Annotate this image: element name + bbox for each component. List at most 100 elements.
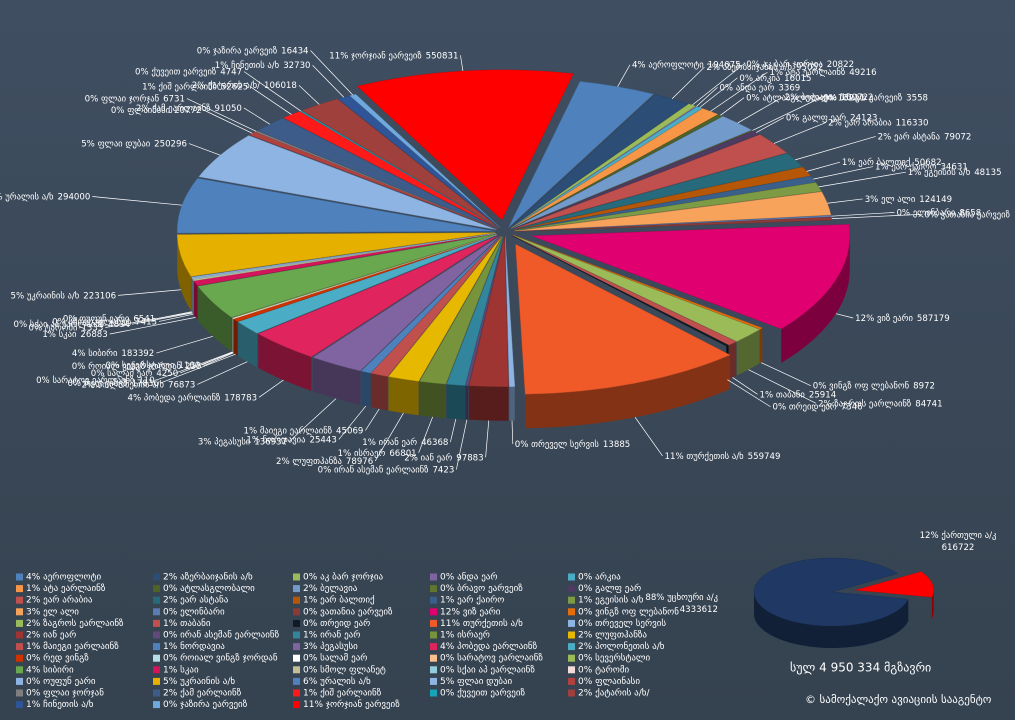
slice (512, 116, 753, 229)
leader-line (737, 96, 783, 124)
slice (312, 235, 500, 372)
slice-value: 16285 (1014, 210, 1015, 220)
legend-label: 2% აზერბაიჯანის ა/ხ (163, 572, 253, 583)
data-label: 4% აეროფლოტი 194675 (632, 59, 741, 70)
slice-label: 1% ირან ეარ (362, 437, 417, 448)
slice-label: 0% როიალ ვინგზ ჯორდან (72, 360, 182, 371)
slice (855, 571, 934, 598)
slice-value: 6541 (133, 314, 155, 324)
legend-swatch (153, 631, 160, 639)
leader-line (756, 117, 785, 133)
legend-label: 3% პეგასუსი (303, 641, 358, 652)
slice-side (177, 234, 191, 311)
slice-value: 4333612 (680, 605, 718, 615)
data-label: 11% ჯორჯიან ეარვეიზ 550831 (329, 50, 458, 61)
slice-value: 25443 (309, 435, 336, 445)
slice-label: 2% ქამ ეარლაინზ (136, 102, 211, 113)
slice-value: 100722 (841, 93, 874, 103)
slice-value: 97883 (456, 453, 483, 463)
slice-value: 294000 (58, 192, 91, 202)
slice-label: 0% ქუვეით ეარვეიზ (135, 66, 216, 77)
slice (531, 224, 850, 330)
slice-label: 4% პობედა ეარლაინზ (128, 392, 221, 403)
leader-line (720, 97, 745, 116)
legend-swatch (568, 596, 575, 604)
legend-swatch (16, 643, 23, 651)
slice-label: 0% თრეველ სერვის (515, 439, 600, 450)
legend-label: 0% სევერსტალი (578, 653, 651, 664)
legend-swatch (153, 596, 160, 604)
slice-side (728, 341, 737, 380)
slice-label: 1% ეარ ბალთიქ (842, 157, 910, 168)
slice-value: 79072 (944, 132, 971, 142)
legend-swatch (293, 654, 300, 662)
slice-label: 0% რედ ვინგზ (67, 377, 127, 388)
legend-label: 5% ფლაი დუბაი (440, 676, 513, 687)
leader-line (338, 405, 367, 440)
legend-swatch (293, 608, 300, 616)
data-label: 2% ლუფთჰანზა 78976 (276, 455, 373, 466)
slice (512, 234, 763, 330)
legend-swatch (153, 677, 160, 685)
legend-label: 0% ბრავო ეარვეიზ (440, 583, 523, 594)
leader-line (835, 313, 854, 319)
data-label: 0% აკ ბარ ჯორჯია 20822 (746, 58, 854, 69)
slice-label: 0% აკ ბარ ჯორჯია (746, 58, 822, 69)
slice-label: 0% ელინბარი (896, 207, 955, 218)
slice-label: 1% მაიეგი ეარლაინზ (244, 425, 333, 436)
leader-line (699, 77, 738, 108)
data-label: 4% სიბირი 183392 (72, 348, 154, 359)
legend-label: 11% თურქეთის ა/ხ (440, 618, 523, 629)
legend-swatch (568, 585, 575, 593)
legend-swatch (293, 631, 300, 639)
legend-swatch (430, 631, 437, 639)
slice-value: 52625 (221, 82, 248, 92)
legend-swatch (430, 585, 437, 593)
slice-value: 13885 (603, 440, 630, 450)
slice-value: 8658 (959, 208, 981, 218)
slice-label: 0% გალფ ეარ (786, 112, 846, 123)
legend-label: 0% სარატოვ ეარლაინზ (440, 653, 543, 664)
data-label: 2% ეარ არაბია 116330 (828, 117, 928, 128)
slice-label: 0% სევერსტალი (105, 359, 174, 370)
leader-line (258, 379, 284, 398)
legend-swatch (16, 701, 23, 709)
slice-label: 2% ლუფთჰანზა (276, 455, 342, 466)
slice-label: 1% ეგეისის ა/ხ (908, 167, 971, 178)
leader-line (197, 361, 248, 385)
slice-value: 223106 (83, 291, 116, 301)
slice-side (419, 381, 446, 419)
legend-swatch (430, 666, 437, 674)
leader-line (773, 122, 827, 144)
legend-swatch (430, 677, 437, 685)
leader-line (511, 420, 514, 445)
slice-value: 16434 (281, 46, 308, 56)
legend-label: 0% ატლასგლობალი (163, 583, 255, 594)
slice-side (361, 371, 371, 408)
data-label: 0% ოუფუნ ეარი 6541 (63, 313, 155, 324)
legend-swatch (568, 654, 575, 662)
slice-value: 110 (138, 375, 154, 385)
slice-label: 0% ვინგზ ოფ ლებანონ (813, 380, 910, 391)
data-label: 0% თრეიდ ეარ 7346 (773, 401, 863, 412)
slice-tops (753, 557, 934, 627)
legend-label: 0% ქუვეით ეარვეიზ (440, 688, 526, 699)
slice-label: 0% ჯაზირა ეარვეიზ (197, 45, 277, 56)
slice-label: 2% ბელავია (785, 92, 837, 103)
slice-side (233, 318, 238, 356)
leader-line (156, 351, 233, 381)
legend-label: 0% არკია (578, 572, 621, 583)
slice (505, 236, 516, 387)
slice-side (446, 384, 466, 420)
legend-label: 0% ანდა ეარ (440, 572, 498, 583)
slice-value: 194675 (708, 60, 741, 70)
legend-label: 0% ირან ასემან ეარლაინზ (163, 630, 280, 641)
legend-swatch (16, 666, 23, 674)
slice-side (258, 333, 312, 391)
leader-line (105, 312, 193, 328)
legend-label: 1% თაბანი (163, 618, 211, 629)
data-label: 0% ვინგზ ოფ ლებანონ 8972 (813, 380, 935, 391)
legend-swatch (153, 619, 160, 627)
